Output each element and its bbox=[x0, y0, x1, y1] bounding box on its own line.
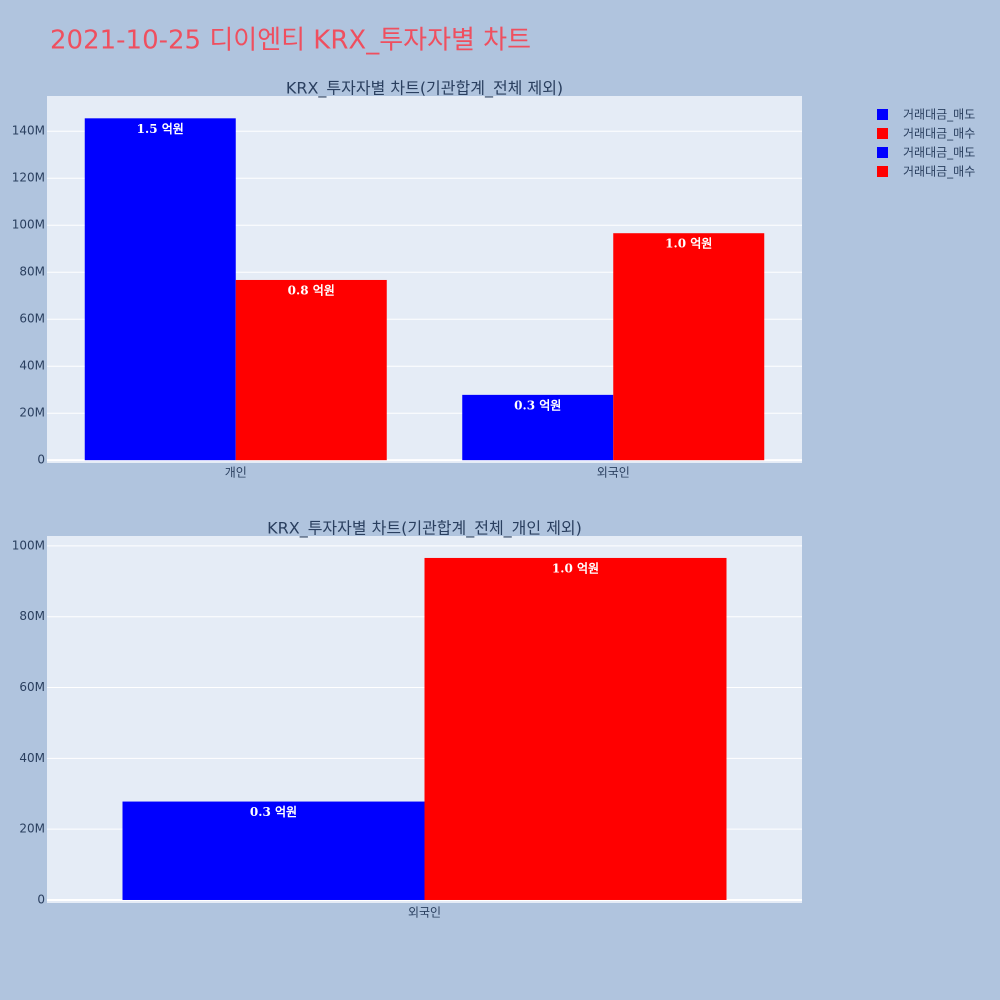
y-tick-label: 0 bbox=[37, 453, 45, 467]
bar bbox=[613, 233, 765, 461]
legend-swatch bbox=[877, 166, 888, 177]
chart-title: KRX_투자자별 차트(기관합계_전체_개인 제외) bbox=[267, 519, 582, 539]
y-tick-label: 100M bbox=[12, 538, 45, 552]
y-tick-label: 80M bbox=[19, 265, 45, 279]
y-tick-label: 120M bbox=[12, 171, 45, 185]
chart-title: KRX_투자자별 차트(기관합계_전체 제외) bbox=[286, 79, 563, 99]
legend-label: 거래대금_매수 bbox=[903, 127, 975, 141]
y-tick-label: 60M bbox=[19, 680, 45, 694]
y-tick-label: 20M bbox=[19, 406, 45, 420]
legend-label: 거래대금_매도 bbox=[903, 108, 975, 122]
value-label: 1.5 억원 bbox=[137, 122, 184, 136]
bar bbox=[84, 118, 236, 461]
value-label: 0.8 억원 bbox=[288, 283, 335, 297]
y-tick-label: 100M bbox=[12, 218, 45, 232]
legend-swatch bbox=[877, 128, 888, 139]
page-title: 2021-10-25 디이엔티 KRX_투자자별 차트 bbox=[50, 26, 531, 56]
legend-label: 거래대금_매수 bbox=[903, 165, 975, 179]
y-tick-label: 20M bbox=[19, 822, 45, 836]
legend-swatch bbox=[877, 147, 888, 158]
y-tick-label: 40M bbox=[19, 751, 45, 765]
bar bbox=[235, 279, 387, 461]
y-tick-label: 40M bbox=[19, 359, 45, 373]
y-tick-label: 140M bbox=[12, 124, 45, 138]
y-tick-label: 0 bbox=[37, 892, 45, 906]
x-tick-label: 외국인 bbox=[408, 906, 441, 920]
value-label: 0.3 억원 bbox=[250, 805, 297, 819]
y-tick-label: 60M bbox=[19, 312, 45, 326]
value-label: 1.0 억원 bbox=[665, 237, 712, 251]
bar bbox=[424, 557, 727, 900]
legend-swatch bbox=[877, 109, 888, 120]
bar bbox=[462, 394, 614, 461]
x-tick-label: 외국인 bbox=[597, 466, 630, 480]
x-tick-label: 개인 bbox=[225, 466, 247, 480]
value-label: 1.0 억원 bbox=[552, 561, 599, 575]
bar bbox=[122, 801, 425, 900]
value-label: 0.3 억원 bbox=[514, 398, 561, 412]
y-tick-label: 80M bbox=[19, 609, 45, 623]
legend-label: 거래대금_매도 bbox=[903, 146, 975, 160]
